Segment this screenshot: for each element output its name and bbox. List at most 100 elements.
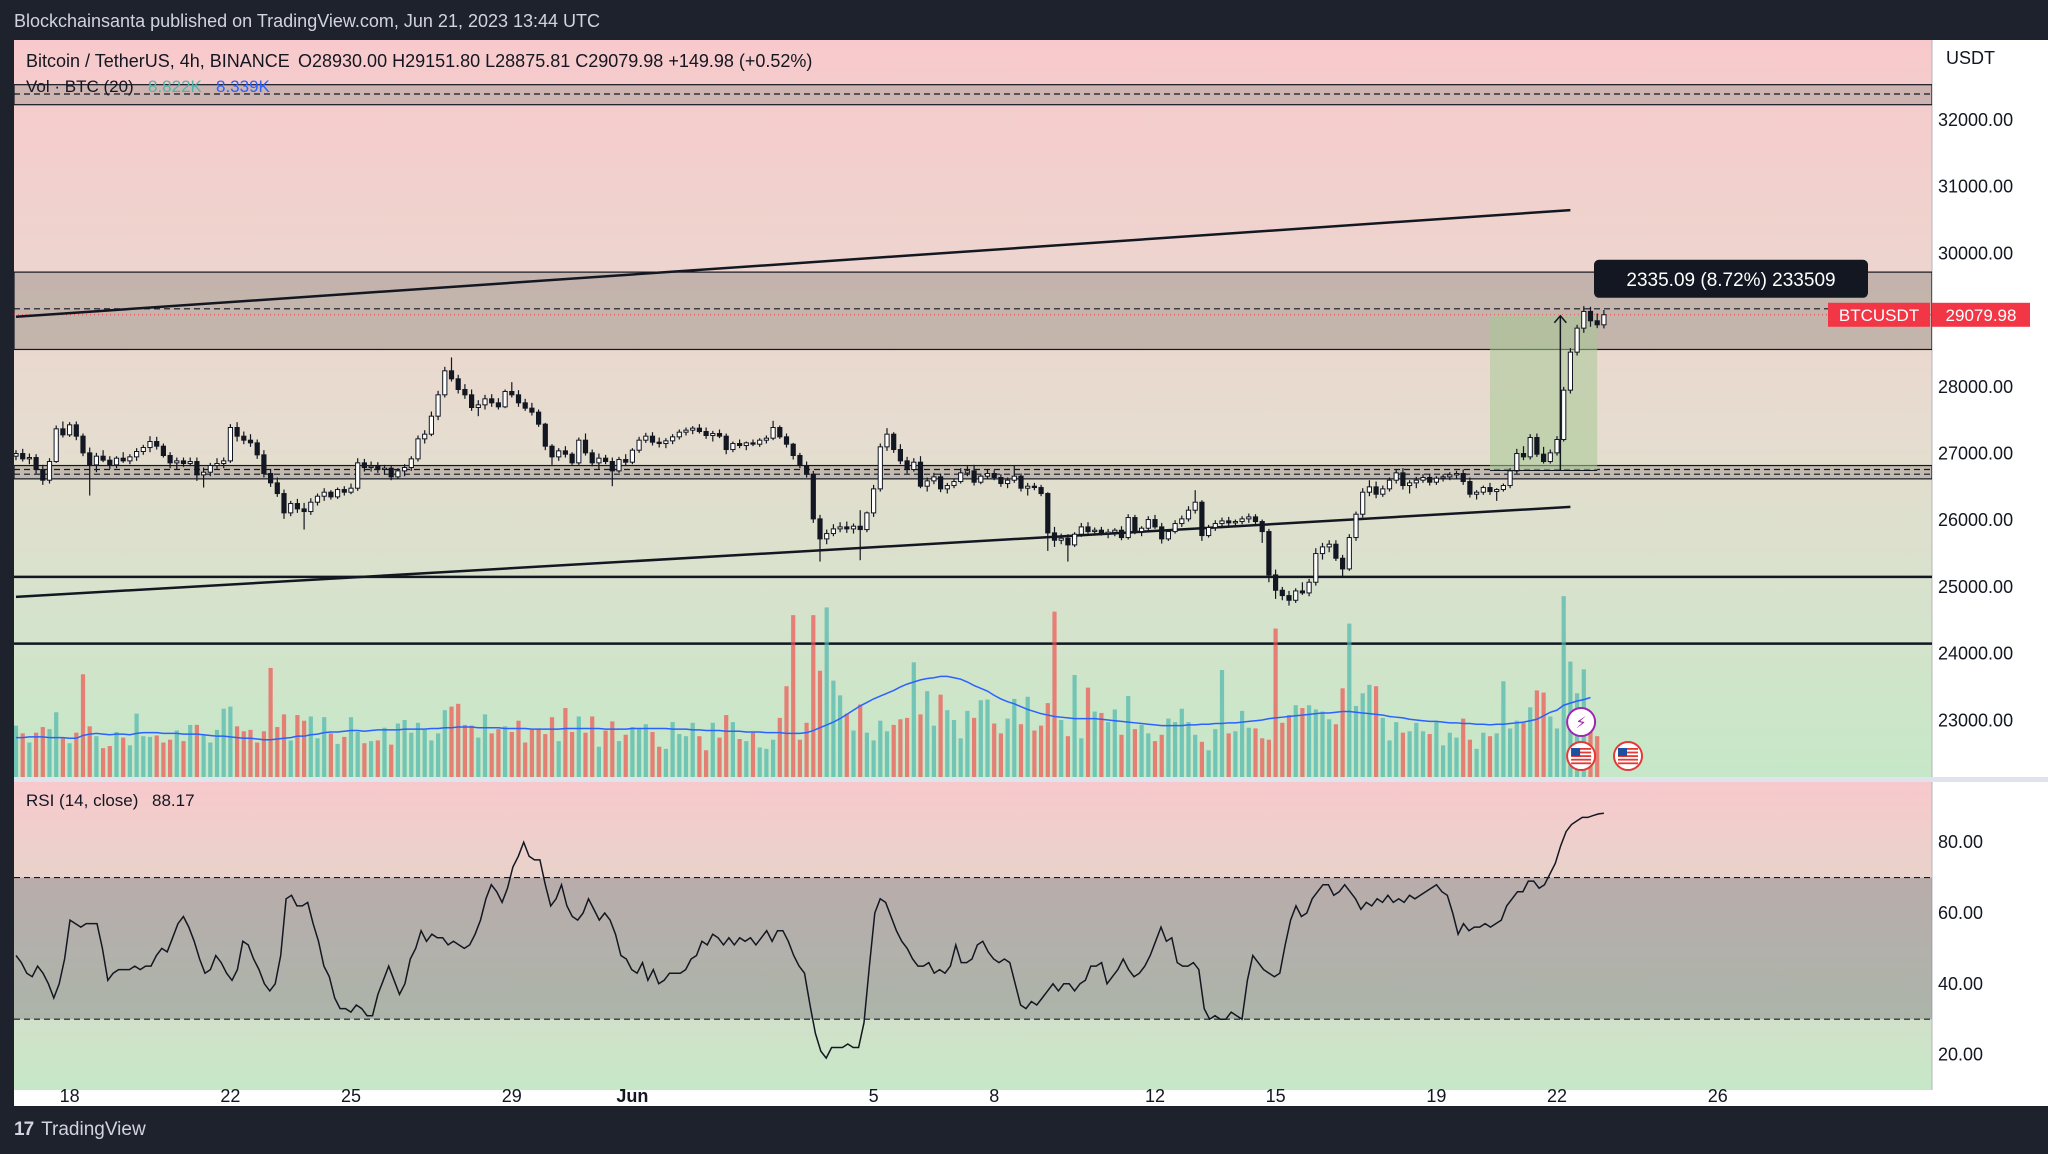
candle-body [1507, 470, 1513, 487]
rsi-pane-background [14, 782, 1932, 1090]
candle-body [1025, 485, 1031, 489]
candle-body [147, 441, 153, 449]
price-axis-tick: 31000.00 [1938, 177, 2013, 197]
candle-body [783, 436, 790, 445]
volume-bar [804, 722, 809, 777]
volume-bar [683, 736, 689, 777]
volume-bar [583, 732, 588, 777]
volume-bar [1474, 748, 1479, 777]
candle-body [790, 443, 796, 457]
volume-bar [1173, 722, 1178, 777]
candle-body [623, 459, 629, 463]
candle-body [971, 470, 977, 483]
volume-bar [34, 732, 39, 777]
time-axis-tick: 8 [989, 1086, 999, 1106]
candle-body [254, 442, 260, 456]
candle-body [804, 465, 810, 475]
volume-bar [1092, 711, 1097, 777]
volume-bar [616, 741, 622, 777]
volume-bar [549, 717, 555, 777]
volume-bar [817, 670, 823, 777]
candle-body [562, 450, 568, 455]
volume-bar [1045, 703, 1050, 777]
candle-body [1319, 546, 1326, 555]
candle-body [904, 460, 910, 471]
candle-body [1206, 527, 1212, 537]
candle-body [549, 445, 555, 458]
volume-bar [1266, 739, 1271, 777]
volume-bar [389, 744, 394, 777]
volume-bar [1514, 720, 1519, 777]
candle-body [442, 370, 448, 396]
volume-bar [422, 729, 427, 777]
volume-bar [1213, 729, 1218, 777]
candle-body [857, 525, 863, 531]
volume-bar [154, 735, 159, 777]
candle-body [1092, 529, 1098, 533]
candle-body [1527, 437, 1533, 458]
candle-body [1333, 543, 1339, 559]
volume-bar [791, 615, 796, 777]
volume-bar [1374, 686, 1379, 777]
candle-body [770, 427, 776, 439]
volume-bar [1320, 711, 1325, 777]
volume-bar [610, 721, 615, 777]
pane-separator [14, 777, 2048, 782]
candle-body [335, 489, 341, 498]
candle-body [703, 431, 709, 437]
measure-label-box [1594, 259, 1868, 298]
candle-body [723, 435, 729, 451]
footer-brand[interactable]: TradingView [41, 1119, 146, 1140]
candle-body [1514, 453, 1520, 472]
candle-body [1460, 473, 1466, 483]
volume-bar [14, 725, 19, 777]
candle-body [542, 423, 548, 447]
candle-body [670, 436, 676, 442]
candle-body [502, 390, 508, 408]
volume-bar [228, 706, 233, 777]
time-axis-tick: 18 [60, 1086, 80, 1106]
volume-ma-line [16, 675, 1591, 741]
candle-body [1139, 527, 1145, 533]
volume-bar [1032, 730, 1037, 777]
volume-bar [771, 739, 776, 777]
volume-bar [925, 691, 930, 777]
volume-bar [1548, 716, 1553, 777]
candle-body [201, 471, 207, 476]
volume-bar [724, 715, 729, 777]
candle-body [1018, 475, 1024, 489]
tradingview-logo-icon[interactable]: 17 [14, 1119, 34, 1140]
rsi-axis-tick: 80.00 [1938, 832, 1983, 852]
candle-body [80, 435, 86, 454]
volume-bar [489, 733, 494, 777]
volume-bar [87, 726, 92, 777]
candle-body [1145, 519, 1151, 529]
candle-body [636, 439, 642, 451]
us-flag-stripe [1571, 751, 1592, 754]
volume-bar [697, 736, 702, 777]
candle-body [60, 428, 66, 436]
price-chart[interactable]: 2335.09 (8.72%) 233509 ⚡ USDT 32000.00 31000… [0, 40, 2048, 1106]
volume-bar [121, 737, 126, 777]
candle-body [1266, 531, 1272, 576]
volume-bar [1152, 741, 1158, 777]
candle-body [1340, 557, 1346, 570]
candle-body [241, 435, 247, 441]
candle-body [515, 394, 522, 404]
volume-bar [1012, 698, 1017, 777]
candle-body [911, 461, 917, 471]
candle-body [649, 435, 656, 443]
symbol-tag-box [1828, 302, 1930, 327]
volume-bar [1146, 733, 1151, 777]
volume-bar [74, 732, 79, 777]
volume-bar [168, 739, 173, 777]
candle-body [737, 443, 743, 447]
volume-bar [1441, 745, 1446, 777]
volume-bar [1226, 733, 1231, 777]
price-axis-tick: 27000.00 [1938, 444, 2013, 464]
candle-body [1313, 553, 1319, 583]
volume-bar [1333, 724, 1338, 777]
volume-bar [509, 731, 514, 777]
candle-body [288, 503, 294, 514]
volume-bar [1327, 719, 1332, 777]
